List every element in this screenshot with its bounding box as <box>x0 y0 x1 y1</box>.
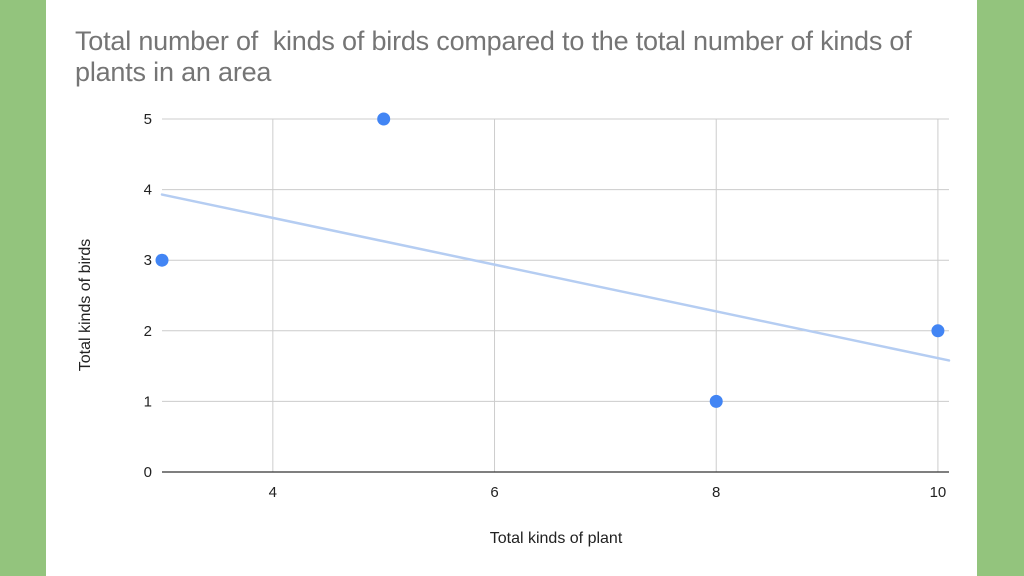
tick-labels: 0 1 2 3 4 5 4 6 8 10 <box>144 111 947 501</box>
x-axis-label: Total kinds of plant <box>490 530 623 547</box>
chart-title: Total number of kinds of birds compared … <box>75 26 919 87</box>
trendline <box>160 193 951 362</box>
chart-panel <box>46 0 977 576</box>
x-tick-label: 10 <box>930 484 947 501</box>
data-point[interactable] <box>931 324 945 338</box>
y-tick-label: 2 <box>144 323 152 340</box>
y-tick-label: 0 <box>144 464 152 481</box>
y-tick-label: 3 <box>144 252 152 269</box>
data-points <box>155 112 945 408</box>
y-tick-label: 1 <box>144 393 152 410</box>
y-tick-label: 5 <box>144 111 152 128</box>
y-axis-label: Total kinds of birds <box>77 239 94 372</box>
x-tick-label: 4 <box>269 484 277 501</box>
data-point[interactable] <box>377 112 391 126</box>
y-tick-label: 4 <box>144 182 152 199</box>
x-tick-label: 8 <box>712 484 720 501</box>
data-point[interactable] <box>709 394 723 408</box>
grid-lines <box>162 118 949 472</box>
data-point[interactable] <box>155 253 169 267</box>
trendline-group <box>160 193 951 362</box>
x-tick-label: 6 <box>490 484 498 501</box>
